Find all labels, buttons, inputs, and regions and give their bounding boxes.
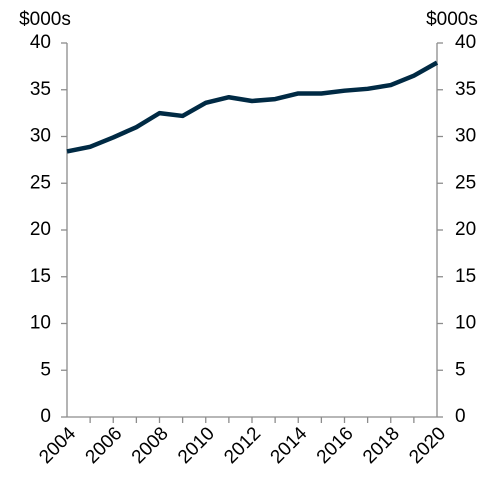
x-tick-label: 2004 [35, 423, 80, 468]
y2-tick-label: 35 [455, 79, 476, 100]
y2-tick-label: 20 [455, 219, 476, 240]
y2-tick-label: 30 [455, 126, 476, 147]
x-tick-label: 2014 [267, 423, 312, 468]
y-tick-label: 10 [30, 313, 51, 334]
y2-tick-label: 25 [455, 172, 476, 193]
x-tick-label: 2006 [82, 423, 127, 468]
y-tick-label: 0 [40, 406, 51, 427]
data-line [66, 60, 439, 154]
x-tick-label: 2008 [128, 423, 173, 468]
x-tick-label: 2016 [313, 423, 358, 468]
x-tick-label: 2020 [405, 423, 450, 468]
x-tick-label: 2010 [174, 423, 219, 468]
y-tick-label: 15 [30, 266, 51, 287]
y-tick-label: 25 [30, 172, 51, 193]
y2-tick-label: 0 [455, 406, 466, 427]
x-tick-label: 2018 [359, 423, 404, 468]
y-tick-label: 40 [30, 32, 51, 53]
y2-tick-label: 5 [455, 359, 466, 380]
x-tick-label: 2012 [220, 423, 265, 468]
y2-tick-label: 40 [455, 32, 476, 53]
y-tick-label: 35 [30, 79, 51, 100]
y-axis-label: $000s [19, 9, 71, 30]
y-tick-label: 20 [30, 219, 51, 240]
y2-axis-label: $000s [426, 9, 478, 30]
y-tick-label: 5 [40, 359, 51, 380]
y2-tick-label: 15 [455, 266, 476, 287]
y-tick-label: 30 [30, 126, 51, 147]
y2-tick-label: 10 [455, 313, 476, 334]
